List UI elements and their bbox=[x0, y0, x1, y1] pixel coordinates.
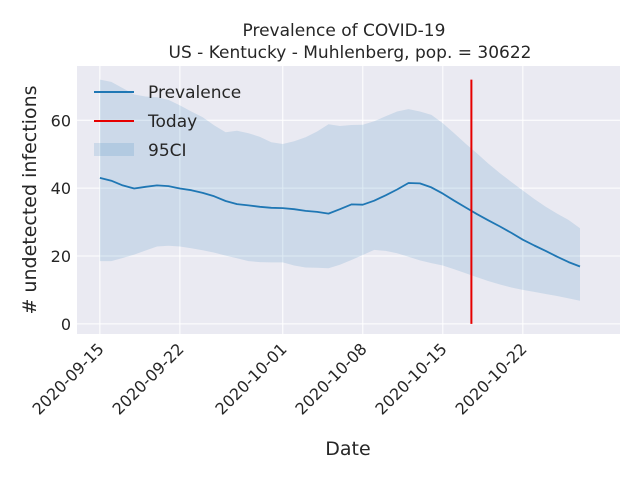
chart-title: Prevalence of COVID-19 bbox=[243, 21, 446, 41]
y-tick-label: 40 bbox=[51, 179, 71, 198]
x-tick-label: 2020-09-22 bbox=[109, 339, 188, 418]
y-tick-label: 20 bbox=[51, 247, 71, 266]
x-axis-label: Date bbox=[325, 438, 370, 460]
y-tick-labels: 0 20 40 60 bbox=[51, 111, 71, 334]
y-tick-label: 60 bbox=[51, 111, 71, 130]
x-tick-label: 2020-10-22 bbox=[451, 339, 530, 418]
plot-area bbox=[77, 66, 620, 334]
x-tick-label: 2020-10-08 bbox=[291, 339, 370, 418]
legend-ci-label: 95CI bbox=[148, 141, 187, 161]
y-axis-label: # undetected infections bbox=[19, 85, 41, 314]
y-tick-label: 0 bbox=[61, 315, 71, 334]
x-tick-label: 2020-10-01 bbox=[211, 339, 290, 418]
grid bbox=[77, 66, 620, 334]
confidence-band bbox=[99, 79, 581, 301]
prevalence-line bbox=[99, 177, 581, 268]
chart-subtitle: US - Kentucky - Muhlenberg, pop. = 30622 bbox=[169, 43, 532, 63]
legend-prevalence-label: Prevalence bbox=[148, 83, 241, 103]
series-layer bbox=[99, 177, 581, 268]
x-tick-label: 2020-10-15 bbox=[371, 339, 450, 418]
confidence-band-layer bbox=[99, 79, 581, 301]
legend-ci-swatch bbox=[94, 143, 134, 156]
legend: Prevalence Today 95CI bbox=[94, 83, 241, 161]
x-tick-labels: 2020-09-15 2020-09-22 2020-10-01 2020-10-08… bbox=[29, 339, 531, 418]
x-tick-label: 2020-09-15 bbox=[29, 339, 108, 418]
legend-today-label: Today bbox=[147, 112, 197, 132]
